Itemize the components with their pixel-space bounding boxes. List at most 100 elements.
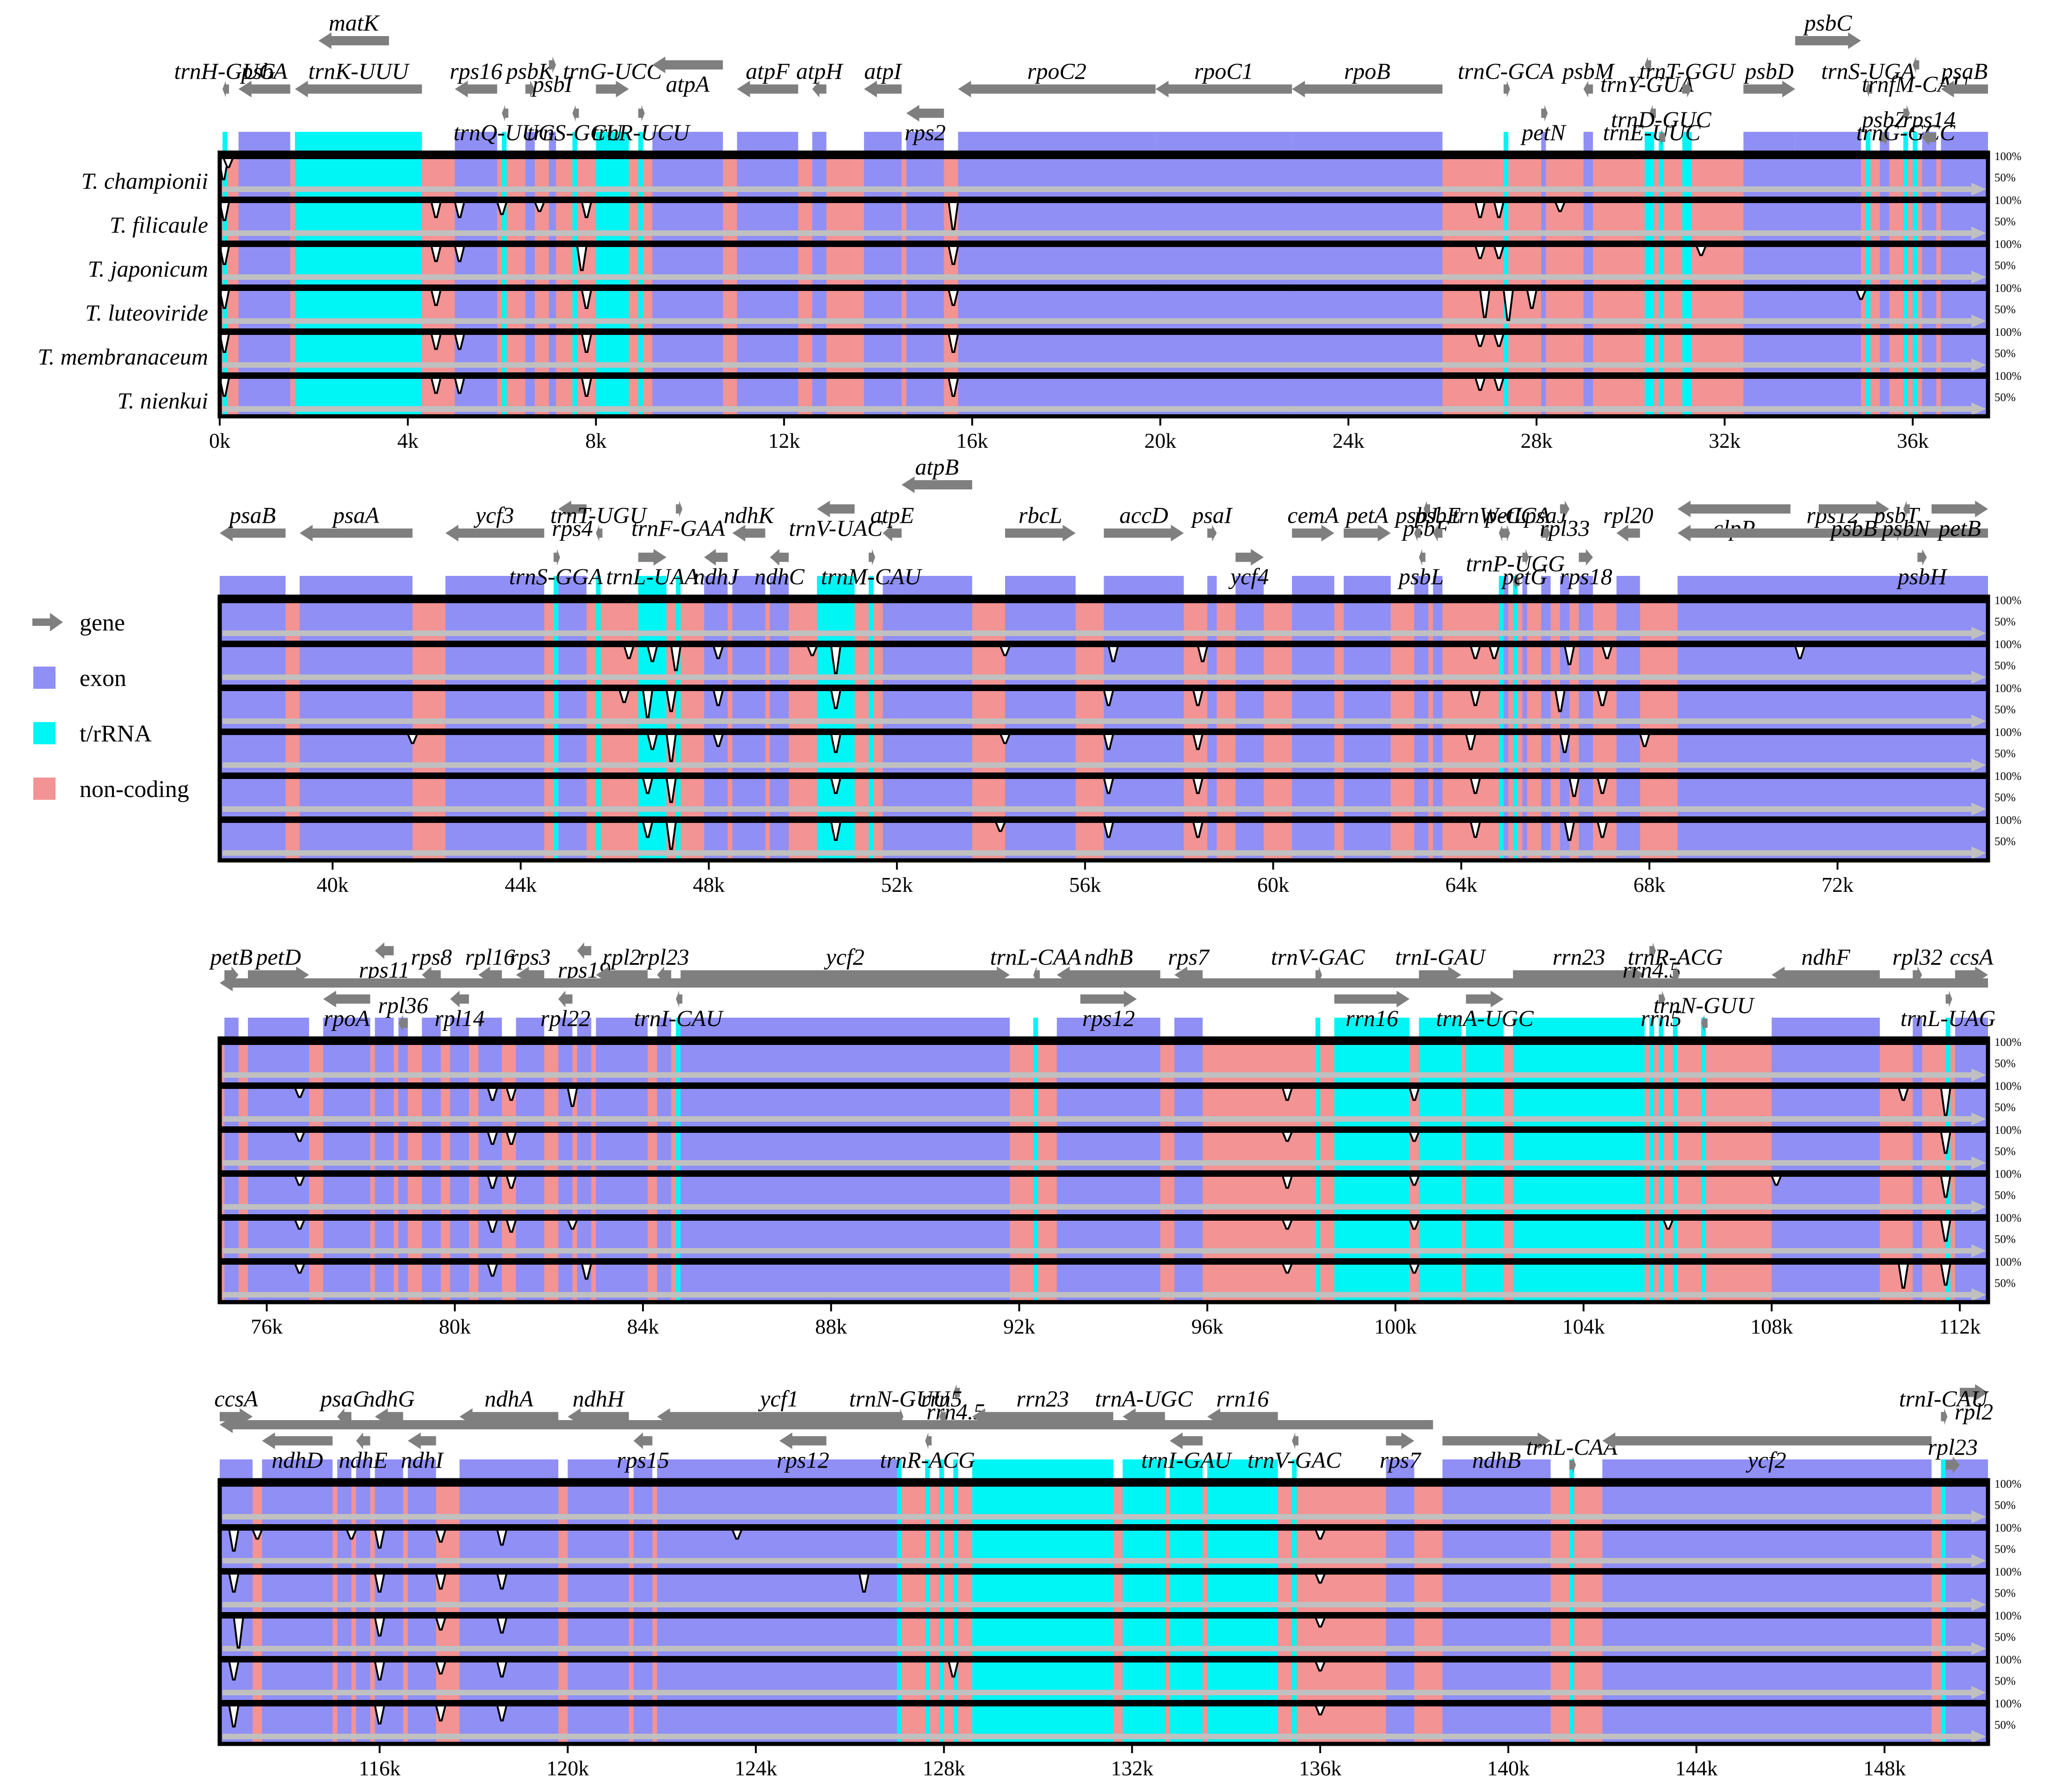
gene-arrow-trnS-UGA bbox=[1865, 80, 1872, 98]
percent-label-100: 100% bbox=[1994, 726, 2021, 739]
gene-label-psbN: psbN bbox=[1881, 515, 1931, 541]
identity-dip bbox=[505, 1175, 518, 1189]
identity-dip bbox=[1469, 777, 1482, 794]
gene-label-psbE: psbE bbox=[1413, 502, 1461, 528]
annotation-block-trnF-GAA bbox=[676, 576, 681, 597]
gene-arrow-ndhC bbox=[770, 549, 789, 566]
x-tick-label: 136k bbox=[1299, 1756, 1341, 1780]
identity-dip bbox=[1897, 1087, 1909, 1101]
gene-arrow-psbT bbox=[1894, 525, 1901, 542]
gene-label-rpl2: rpl2 bbox=[603, 944, 641, 970]
gene-arrow-atpI bbox=[864, 80, 902, 98]
gene-label-matK: matK bbox=[329, 10, 380, 36]
alignment-panel-4: ccsA ndhD psaC ndhE ndhG ndhI ndhA ndhH rps15 ycf… bbox=[214, 1384, 2021, 1780]
annotation-block-psbJ bbox=[1414, 576, 1419, 597]
gene-label-rpl20: rpl20 bbox=[1603, 502, 1653, 528]
identity-dip bbox=[487, 1219, 499, 1233]
gene-label-petB: petB bbox=[209, 944, 253, 970]
annotation-block-ndhC bbox=[770, 576, 789, 597]
gene-label-atpA: atpA bbox=[666, 71, 710, 97]
identity-dip bbox=[947, 201, 959, 230]
x-tick-label: 4k bbox=[397, 429, 419, 452]
gene-label-trnK-UUU: trnK-UUU bbox=[309, 58, 410, 84]
gene-label-rps11: rps11 bbox=[359, 957, 410, 983]
baseline-arrowhead bbox=[1971, 715, 1986, 728]
gene-label-psaI: psaI bbox=[1191, 502, 1233, 528]
gene-label-trnV-GAC: trnV-GAC bbox=[1247, 1447, 1341, 1473]
annotation-block-ndhA bbox=[459, 1459, 559, 1480]
identity-dip bbox=[1197, 645, 1209, 662]
x-tick-label: 124k bbox=[735, 1756, 777, 1780]
identity-100-line bbox=[220, 1170, 1988, 1177]
annotation-block-ccsA bbox=[1955, 1018, 1988, 1038]
identity-dip bbox=[1281, 1175, 1293, 1189]
annotation-block-psbT bbox=[1894, 576, 1899, 597]
gene-label-rps15: rps15 bbox=[617, 1447, 669, 1473]
identity-dip bbox=[487, 1087, 499, 1101]
gene-label-psaC: psaC bbox=[319, 1386, 368, 1412]
x-tick-label: 80k bbox=[439, 1315, 471, 1338]
annotation-block-atpI bbox=[864, 132, 902, 153]
gene-label-rpl2: rpl2 bbox=[1955, 1398, 1993, 1424]
annotation-block-psaJ bbox=[1541, 576, 1551, 597]
annotation-block-rrn16 bbox=[1334, 1018, 1410, 1038]
identity-dip bbox=[580, 289, 593, 309]
gene-arrow-psbA bbox=[238, 80, 290, 98]
identity-50-baseline bbox=[222, 186, 1972, 192]
x-tick-label: 96k bbox=[1192, 1315, 1223, 1338]
identity-dip bbox=[218, 377, 230, 397]
annotation-block-petL bbox=[1503, 576, 1508, 597]
species-label: T. nienkui bbox=[117, 388, 208, 414]
x-tick-label: 132k bbox=[1111, 1756, 1154, 1780]
gene-label-trnT-UGU: trnT-UGU bbox=[550, 502, 648, 528]
gene-arrow-atpH bbox=[812, 80, 827, 98]
annotation-block-psaC bbox=[337, 1459, 352, 1480]
identity-dip bbox=[567, 1087, 579, 1107]
legend-gene-arrow bbox=[32, 613, 63, 631]
percent-label-50: 50% bbox=[1994, 616, 2016, 628]
baseline-arrowhead bbox=[1971, 183, 1986, 196]
gene-arrow-petN bbox=[1541, 105, 1548, 122]
identity-dip bbox=[1281, 1087, 1293, 1101]
identity-dip bbox=[228, 1661, 240, 1681]
percent-label-50: 50% bbox=[1994, 835, 2016, 848]
baseline-arrowhead bbox=[1971, 1598, 1986, 1611]
identity-dip bbox=[947, 245, 959, 265]
identity-50-baseline bbox=[222, 318, 1972, 324]
identity-dip bbox=[642, 777, 654, 794]
species-label: T. membranaceum bbox=[38, 344, 208, 370]
identity-dip bbox=[1281, 1131, 1294, 1142]
percent-label-50: 50% bbox=[1994, 172, 2016, 184]
gene-label-cemA: cemA bbox=[1287, 502, 1339, 528]
gene-arrow-petL bbox=[1503, 525, 1510, 542]
percent-label-50: 50% bbox=[1994, 391, 2016, 404]
gene-label-rps12: rps12 bbox=[1082, 1005, 1135, 1031]
baseline-arrowhead bbox=[1971, 1554, 1986, 1567]
identity-dip bbox=[430, 333, 442, 350]
identity-50-baseline bbox=[222, 274, 1972, 280]
gene-arrow-psbI bbox=[549, 56, 556, 74]
identity-dip bbox=[646, 733, 658, 750]
percent-label-50: 50% bbox=[1994, 347, 2016, 360]
gene-label-ndhE: ndhE bbox=[339, 1447, 388, 1473]
gene-arrow-psbK bbox=[525, 80, 535, 98]
identity-50-baseline bbox=[222, 1734, 1972, 1739]
gene-label-trnP-UGG: trnP-UGG bbox=[1466, 550, 1565, 576]
identity-100-line bbox=[220, 284, 1988, 291]
identity-dip bbox=[1474, 201, 1486, 218]
annotation-block-ndhB bbox=[1442, 1459, 1551, 1480]
annotation-block-ycf1 bbox=[657, 1459, 902, 1480]
annotation-block-trnG-GCC bbox=[1903, 132, 1908, 153]
annotation-block-ccsA bbox=[220, 1459, 253, 1480]
gene-arrow-ndhJ bbox=[704, 549, 728, 566]
gene-label-rrn16: rrn16 bbox=[1346, 1005, 1398, 1031]
gene-label-trnS-GCU: trnS-GCU bbox=[527, 119, 624, 145]
gene-arrow-rps15 bbox=[633, 1432, 653, 1449]
gene-arrow-trnS-GGA bbox=[553, 549, 560, 566]
identity-dip bbox=[453, 377, 466, 394]
percent-label-100: 100% bbox=[1994, 1212, 2021, 1224]
gene-label-trnR-ACG: trnR-ACG bbox=[1628, 944, 1723, 970]
percent-label-100: 100% bbox=[1994, 150, 2021, 163]
gene-label-trnM-CAU: trnM-CAU bbox=[821, 563, 923, 589]
identity-dip bbox=[1103, 733, 1115, 750]
